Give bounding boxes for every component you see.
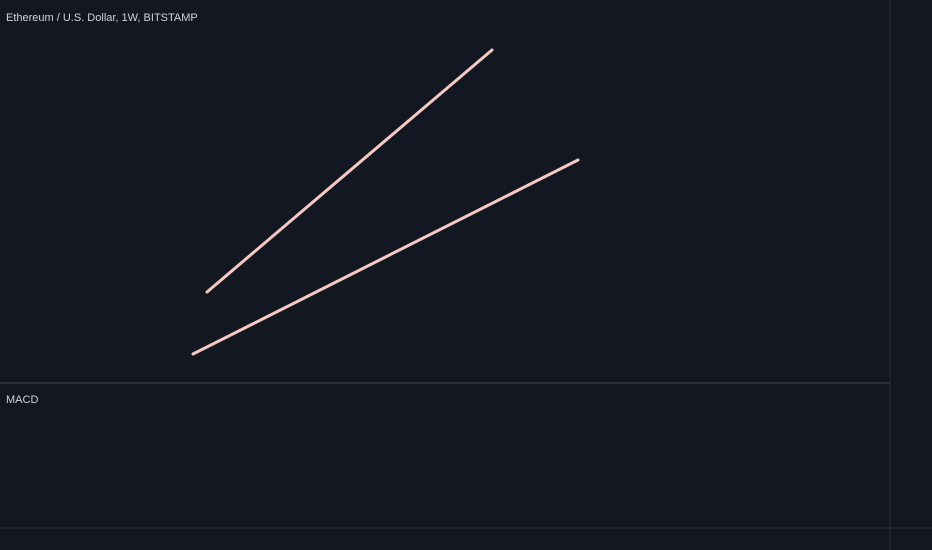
trend-line bbox=[205, 48, 494, 294]
indicator-title: MACD bbox=[6, 394, 38, 406]
chart-title: Ethereum / U.S. Dollar, 1W, BITSTAMP bbox=[6, 12, 198, 24]
trend-line bbox=[191, 158, 580, 356]
